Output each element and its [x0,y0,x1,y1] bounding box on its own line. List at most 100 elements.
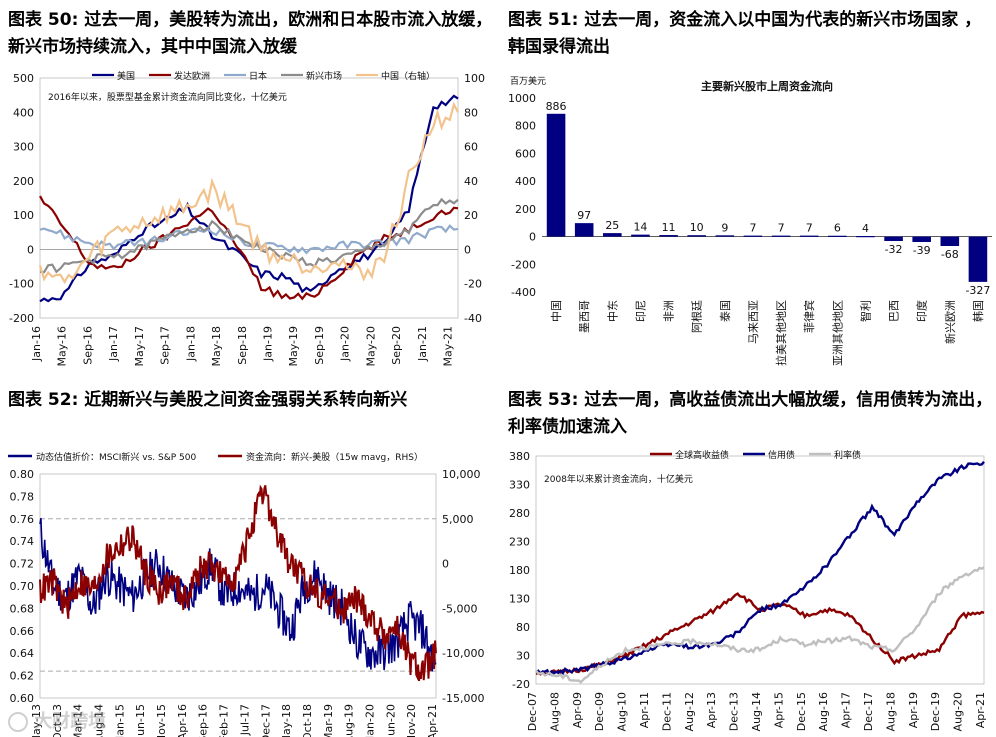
x-tick-fig50: Sep-16 [81,326,94,365]
category-label-fig51: 墨西哥 [578,300,591,333]
x-tick-fig53: Apr-21 [974,692,987,728]
y2-tick-fig52: -10,000 [442,647,484,660]
y-tick-fig53: -20 [512,678,530,691]
y-tick-fig52: 0.72 [10,558,35,571]
x-tick-fig53: Apr-19 [907,692,920,728]
y-tick-fig53: 230 [509,536,530,549]
subtitle-fig51: 主要新兴股市上周资金流向 [701,79,833,93]
category-label-fig51: 智利 [858,300,872,322]
bar-fig51 [546,113,566,237]
y2-tick-fig50: 40 [464,175,478,188]
bar-fig51 [771,235,791,237]
y2-tick-fig50: -20 [464,278,482,291]
series-line-fig53 [535,592,985,676]
data-label-fig51: 10 [690,221,704,234]
x-tick-fig52: Jan-20 [363,704,376,737]
legend-label-fig52: 动态估值折价：MSCI新兴 vs. S&P 500 [36,451,196,463]
category-label-fig51: 巴西 [888,300,901,322]
y2-tick-fig52: 0 [442,558,449,571]
y-tick-fig51: 1000 [508,92,536,105]
bar-fig51 [799,235,819,237]
x-tick-fig53: Apr-11 [638,692,651,728]
y-tick-fig53: 130 [509,593,530,606]
x-tick-fig53: Dec-19 [929,692,942,731]
x-tick-fig50: Sep-18 [236,326,249,365]
x-tick-fig50: May-17 [133,326,146,366]
y-tick-fig52: 0.70 [10,580,35,593]
y-tick-fig53: 180 [509,564,530,577]
y-tick-fig51: 0 [529,231,536,244]
y-tick-fig52: 0.60 [10,692,35,705]
data-label-fig51: 9 [721,221,728,234]
data-label-fig51: 6 [834,222,841,235]
data-label-fig51: 7 [806,222,813,235]
y-tick-fig52: 0.62 [10,670,35,683]
data-label-fig51: 4 [862,222,869,235]
x-tick-fig52: Aug-14 [93,704,106,737]
x-tick-fig50: Jan-19 [262,326,275,362]
x-tick-fig50: Sep-19 [313,326,326,365]
legend-label-fig53: 信用债 [768,449,795,461]
x-tick-fig50: Sep-17 [159,326,172,365]
data-label-fig51: 7 [778,222,785,235]
x-tick-fig50: Jan-21 [416,326,429,362]
x-tick-fig52: Aug-19 [343,704,356,737]
bar-fig51 [715,235,735,237]
category-label-fig51: 亚洲其他地区 [831,300,844,366]
category-label-fig51: 印尼 [634,300,647,322]
y2-tick-fig52: -5,000 [442,602,477,615]
y-tick-fig51: 200 [515,203,536,216]
series-line-fig53 [535,566,985,684]
data-label-fig51: 97 [577,209,591,222]
bar-fig51 [828,235,847,237]
x-tick-fig52: Oct-18 [301,704,314,737]
x-tick-fig52: Dec-17 [259,704,272,737]
series-line-fig52 [39,517,437,672]
category-label-fig51: 中国 [550,300,563,322]
y-tick-fig52: 0.66 [10,625,35,638]
y-tick-fig51: 400 [515,175,536,188]
x-tick-fig53: Dec-07 [526,692,539,731]
x-tick-fig52: Mar-14 [72,704,85,737]
x-tick-fig52: Sep-16 [197,704,210,737]
data-label-fig51: 11 [662,221,676,234]
y-tick-fig50: 500 [13,72,34,85]
x-tick-fig53: Apr-17 [840,692,853,728]
watermark-text: 大财跨境 [34,711,107,732]
ylabel-fig51: 百万美元 [510,75,546,87]
watermark-icon [8,712,28,732]
x-tick-fig50: Jan-18 [184,326,197,362]
legend-label-fig50: 美国 [117,70,135,82]
x-tick-fig52: May-13 [30,704,43,737]
legend-label-fig50: 日本 [249,70,267,82]
y-tick-fig53: 30 [516,650,530,663]
x-tick-fig52: Jun-20 [384,704,397,737]
chart-fig50: -200-1000100200300400500-40-200204060801… [9,70,485,366]
y-tick-fig51: 800 [515,120,536,133]
legend-label-fig50: 发达欧洲 [174,70,210,82]
x-tick-fig53: Dec-11 [660,692,673,731]
y2-tick-fig50: 0 [464,243,471,256]
chart-fig53: -20 30 80 130 180 230 280 330 380 Dec-07 Aug-08 Apr… [509,449,987,731]
annotation-fig50: 2016年以来，股票型基金累计资金流向同比变化，十亿美元 [48,91,287,103]
category-label-fig51: 菲律宾 [802,300,816,333]
y2-tick-fig50: 20 [464,209,478,222]
series-line-fig53 [535,460,985,676]
legend-label-fig53: 利率债 [834,449,861,461]
x-tick-fig53: Dec-09 [593,692,606,731]
x-tick-fig52: Oct-13 [51,704,64,737]
bar-fig51 [574,223,594,237]
x-tick-fig53: Aug-10 [616,692,629,731]
y-tick-fig52: 0.76 [10,513,35,526]
category-label-fig51: 泰国 [718,300,732,322]
x-tick-fig52: Feb-17 [218,704,231,737]
x-tick-fig50: Jan-17 [107,326,120,362]
x-tick-fig50: May-19 [287,326,300,366]
x-tick-fig50: Sep-20 [390,326,403,365]
data-label-fig51: 886 [546,100,567,113]
x-tick-fig50: May-20 [364,326,377,366]
x-tick-fig53: Aug-14 [750,692,763,731]
y-tick-fig50: 200 [13,175,34,188]
series-line-fig50 [39,197,459,274]
data-label-fig51: 7 [749,222,756,235]
